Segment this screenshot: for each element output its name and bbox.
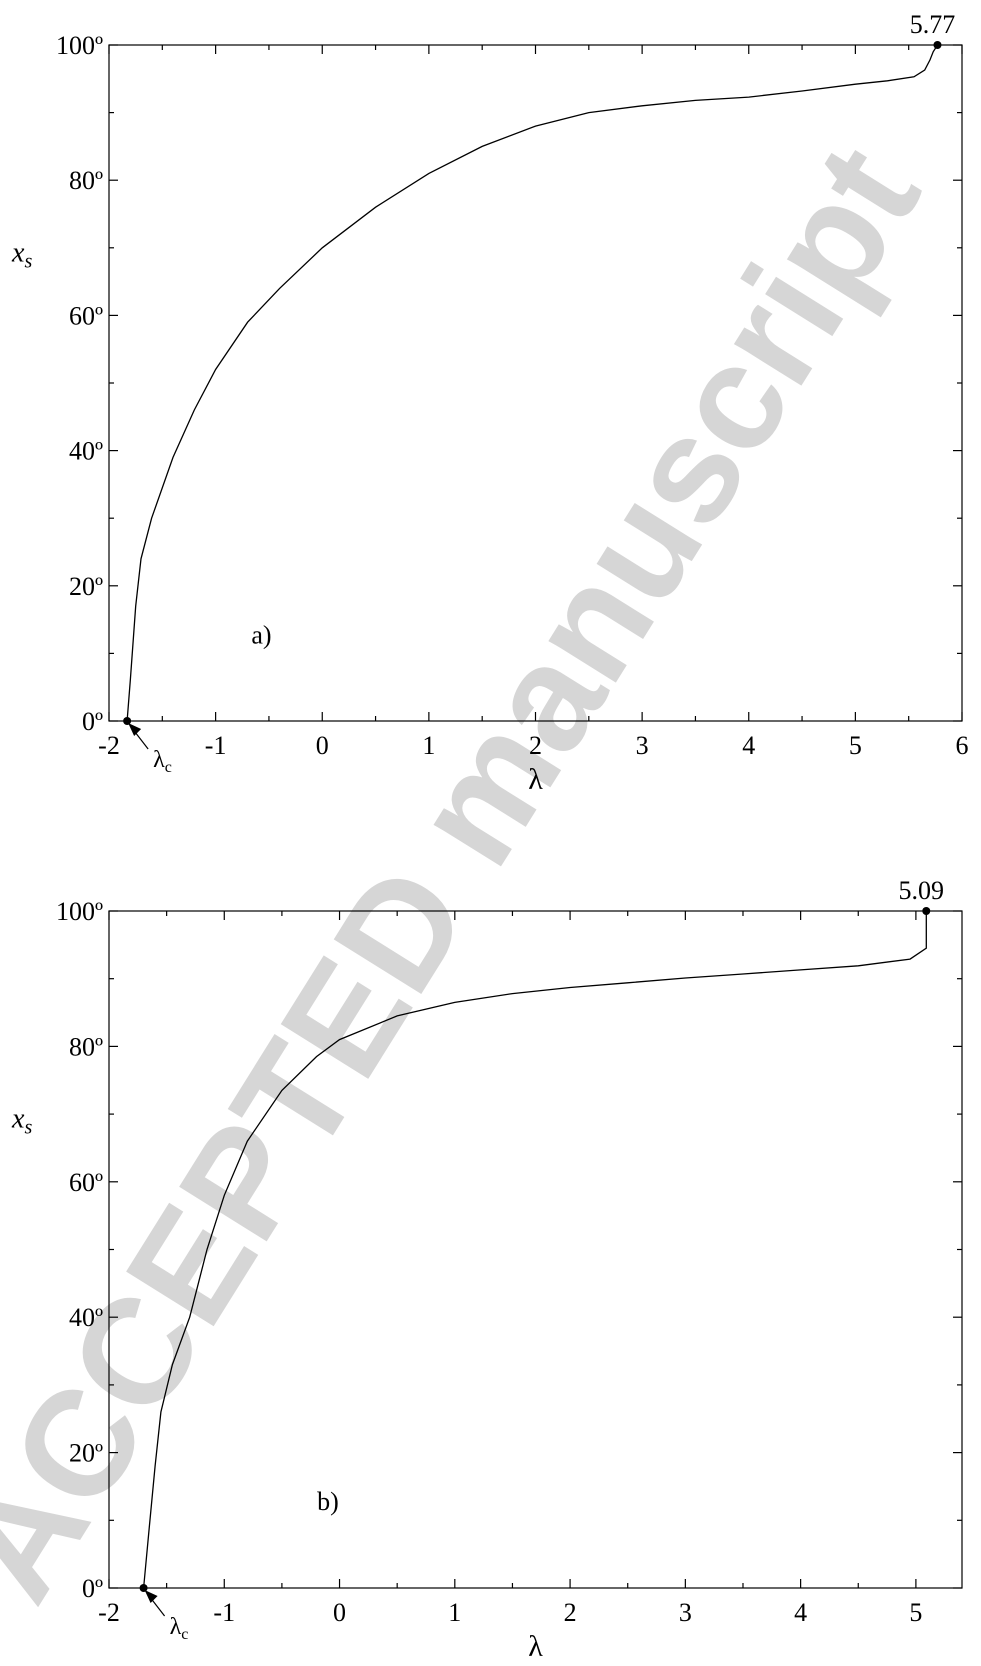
data-point [933,41,942,49]
x-tick-label: 1 [448,1598,461,1627]
lambda-c-label: λc [170,1614,189,1643]
data-point [139,1584,148,1592]
lambda-c-label: λc [153,747,172,776]
series-line [142,911,927,1589]
lambda-c-subscript: c [165,759,172,776]
watermark: ACCEPTED manuscript [0,118,951,1628]
x-tick-label: 3 [679,1598,692,1627]
lambda-c-subscript: c [181,1626,188,1643]
y-axis-label: xs [11,1104,32,1139]
x-tick-label: 5 [849,731,862,760]
x-tick-label: 4 [742,731,755,760]
y-axis-label-sub: s [24,250,32,272]
x-axis-label: λ [528,763,543,796]
x-tick-label: 5 [909,1598,922,1627]
y-axis-label-main: x [11,1104,25,1135]
panels: -2 -1 0 1 2 3 4 5 60º20º40º60º80º100ºλxs5.77a)λc… [11,10,969,1663]
y-axis-label: xs [11,237,32,272]
y-tick-label: 80º [69,1032,103,1061]
y-tick-label: 0º [82,707,103,736]
lambda-c-symbol: λ [170,1614,182,1640]
x-tick-label: -2 [98,1598,120,1627]
y-tick-label: 40º [69,1303,103,1332]
lambda-c-symbol: λ [153,747,165,773]
y-axis-label-sub: s [24,1117,32,1139]
y-tick-label: 60º [69,1168,103,1197]
panel-label: a) [251,620,271,649]
endpoint-label: 5.77 [910,10,956,39]
y-axis-label-main: x [11,237,25,268]
panel-label: b) [317,1487,339,1516]
lambda-c-arrow-head [144,1590,158,1603]
x-tick-label: 4 [794,1598,807,1627]
y-tick-label: 60º [69,301,103,330]
series-line [126,44,939,722]
data-point [123,717,132,725]
x-tick-label: -2 [98,731,120,760]
x-tick-label: -1 [205,731,227,760]
y-tick-label: 100º [56,897,103,926]
x-tick-label: 2 [564,1598,577,1627]
y-tick-label: 100º [56,31,103,60]
y-tick-label: 0º [82,1574,103,1603]
endpoint-label: 5.09 [899,876,945,905]
y-tick-label: 40º [69,437,103,466]
y-tick-label: 20º [69,1439,103,1468]
x-tick-label: 0 [316,731,329,760]
x-tick-label: -1 [213,1598,235,1627]
x-tick-label: 1 [422,731,435,760]
data-point [922,907,931,915]
x-tick-label: 6 [956,731,969,760]
lambda-c-arrow-head [128,723,142,736]
x-tick-label: 0 [333,1598,346,1627]
y-tick-label: 80º [69,166,103,195]
y-tick-label: 20º [69,572,103,601]
x-tick-label: 3 [636,731,649,760]
x-tick-label: 2 [529,731,542,760]
x-axis-label: λ [528,1630,543,1663]
